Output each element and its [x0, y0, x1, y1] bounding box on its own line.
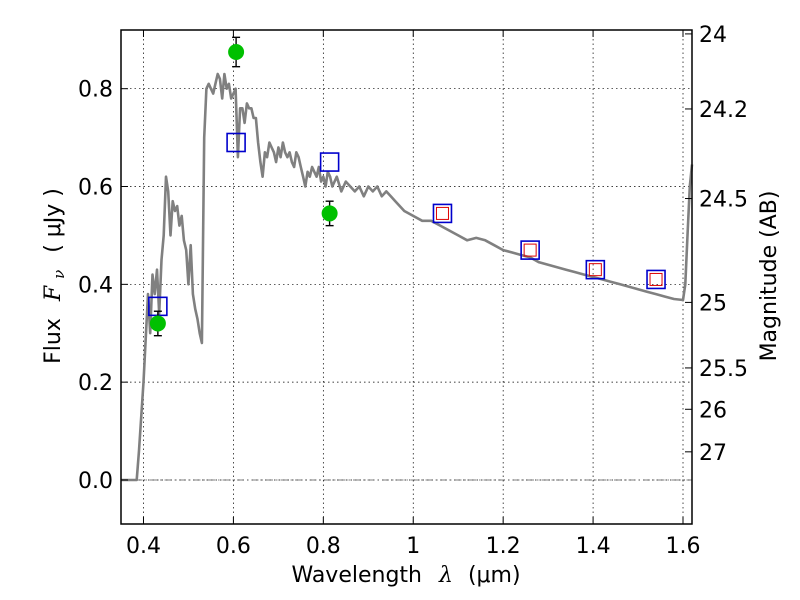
- y2-tick-label: 24: [699, 23, 727, 48]
- y-axis-label-unit: ( μJy ): [41, 188, 66, 253]
- observed-marker: [321, 205, 338, 222]
- grid: [121, 30, 692, 524]
- photometry-square: [646, 269, 666, 290]
- ticks: 0.4 0.6 0.8 1 1.2 1.4 1.6 0.0 0.2 0.4 0.6 0.8 24 24.2…: [78, 23, 748, 559]
- y2-tick-label: 26: [699, 398, 727, 423]
- photometry-inner-square: [588, 263, 602, 277]
- model-spectrum-line: [121, 72, 694, 482]
- y-tick-label: 0.8: [78, 78, 113, 103]
- y2-tick-label: 25.5: [699, 357, 748, 382]
- x-axis-label-text: Wavelength: [291, 563, 422, 588]
- x-tick-label: 1: [406, 534, 420, 559]
- model-photometry-point: [319, 152, 340, 172]
- observed-marker: [228, 44, 245, 61]
- y-tick-label: 0.2: [78, 371, 113, 396]
- x-tick-label: 0.4: [126, 534, 161, 559]
- observed-point: [321, 200, 338, 227]
- model-photometry-point: [226, 132, 246, 153]
- model-photometry-series: [148, 132, 666, 317]
- y2-tick-label: 25: [699, 291, 727, 316]
- x-axis-label-symbol: λ: [438, 563, 453, 588]
- photometry-inner-square: [523, 243, 537, 257]
- x-tick-label: 1.2: [486, 534, 521, 559]
- model-photometry-point: [646, 269, 666, 290]
- photometry-square: [319, 152, 340, 172]
- observed-marker: [149, 315, 166, 332]
- model-spectrum: [121, 72, 694, 482]
- x-tick-label: 1.6: [666, 534, 701, 559]
- y-tick-label: 0.4: [78, 273, 113, 298]
- y-tick-label: 0.0: [78, 469, 113, 494]
- x-tick-label: 0.8: [306, 534, 341, 559]
- x-tick-label: 0.6: [216, 534, 251, 559]
- model-photometry-point: [432, 203, 453, 224]
- observed-photometry-series: [149, 36, 338, 337]
- photometry-square: [226, 132, 246, 153]
- x-axis-label: Wavelength λ (μm): [291, 563, 520, 588]
- x-axis-label-unit: (μm): [468, 563, 521, 588]
- photometry-square: [585, 259, 606, 280]
- observed-point: [149, 310, 166, 337]
- x-tick-label: 1.4: [576, 534, 611, 559]
- y2-axis-label: Magnitude (AB): [757, 191, 782, 362]
- y-axis-label-symbol: F: [41, 285, 66, 302]
- photometry-inner-square: [435, 206, 449, 220]
- y-axis-label-subscript: ν: [50, 270, 68, 279]
- y2-tick-label: 24.2: [699, 98, 748, 123]
- y-tick-label: 0.6: [78, 176, 113, 201]
- photometry-square: [520, 240, 540, 260]
- observed-point: [228, 36, 245, 68]
- y-axis-label-text: Flux: [41, 318, 66, 364]
- plot-frame: [120, 29, 693, 525]
- y2-tick-label: 24.5: [699, 188, 748, 213]
- y-axis-label: Flux F ν ( μJy ): [41, 188, 70, 364]
- model-photometry-point: [585, 259, 606, 280]
- model-photometry-point: [520, 240, 540, 260]
- y2-tick-label: 27: [699, 441, 727, 466]
- photometry-inner-square: [649, 272, 663, 286]
- photometry-square: [432, 203, 453, 224]
